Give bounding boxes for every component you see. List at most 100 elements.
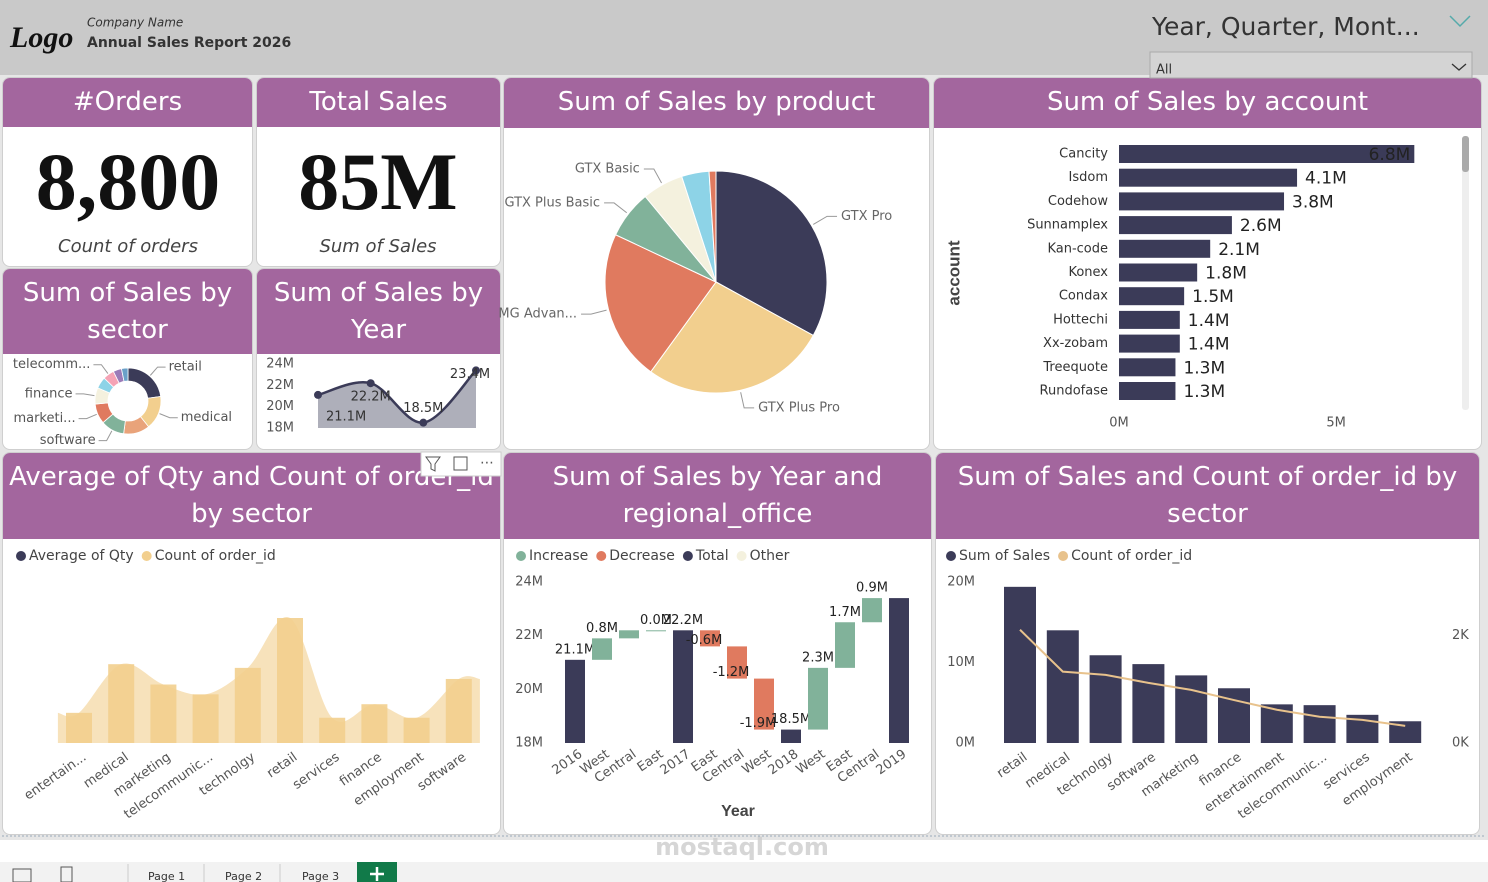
y-tick-label: 22M (266, 378, 294, 393)
bar (361, 704, 388, 743)
icon-bar (420, 451, 502, 477)
panel-title: Sum of Sales by sector (3, 269, 252, 354)
line (317, 369, 477, 424)
filter-icon[interactable] (425, 456, 441, 472)
panel: Average of Qty and Count of order_id by … (2, 452, 501, 835)
bar (1119, 263, 1198, 282)
x-tick-label: 0M (1109, 416, 1129, 431)
focus-icon[interactable] (453, 456, 468, 471)
legend-label: Sum of Sales (959, 548, 1050, 564)
data-label: 6.8M (1369, 145, 1411, 165)
panel: Sum of Sales by sector (2, 268, 253, 450)
data-label: 21.1M (326, 409, 366, 424)
bar (150, 684, 177, 743)
y-tick-label: 0M (956, 736, 976, 751)
bar (1119, 358, 1176, 377)
bar (727, 646, 747, 679)
bar (1089, 655, 1122, 743)
point (419, 418, 428, 427)
legend-swatch (736, 551, 747, 561)
desktop-icon[interactable] (12, 868, 32, 882)
bar (192, 694, 219, 743)
bar (1119, 239, 1211, 258)
y-tick-label: Codehow (1048, 194, 1108, 209)
mobile-icon[interactable] (60, 866, 73, 882)
more-icon[interactable]: ⋯ (480, 455, 494, 471)
panel: Sum of Sales by account (933, 77, 1482, 450)
legend-swatch (516, 551, 526, 561)
slicer-value: All (1156, 63, 1172, 78)
data-label: -1.9M (740, 716, 777, 731)
panel-title: Sum of Sales by account (934, 78, 1481, 128)
bar (619, 630, 639, 639)
data-label: 2.1M (1218, 240, 1260, 260)
slicer-dropdown[interactable] (1149, 51, 1473, 79)
tab-bar (0, 862, 1488, 882)
data-label: -0.6M (686, 633, 723, 648)
card-label: Sum of Sales (319, 236, 436, 257)
bar (889, 598, 909, 743)
panel-title: Average of Qty and Count of order_id by … (3, 453, 500, 539)
bar (1004, 586, 1036, 743)
donut-slice (127, 367, 162, 399)
legend-label: Average of Qty (29, 548, 134, 564)
bar (234, 667, 261, 743)
company-name: Company Name (87, 16, 183, 30)
panel-title: Sum of Sales by product (504, 78, 929, 128)
bar (835, 622, 855, 668)
point (472, 366, 480, 375)
y-tick-label: 20M (266, 399, 294, 414)
slice-label: telecomm... (13, 357, 91, 372)
slice-label: medical (181, 410, 232, 425)
y-tick-label: Xx-zobam (1043, 336, 1108, 351)
scrollbar[interactable] (1462, 136, 1469, 410)
report-title: Annual Sales Report 2026 (87, 35, 291, 51)
pie-slice (708, 170, 717, 283)
logo: Logo (9, 21, 73, 54)
y-tick-label: 22M (515, 628, 543, 643)
y-tick-label: Rundofase (1040, 384, 1108, 399)
leader-line (93, 364, 109, 374)
legend-label: Total (695, 548, 729, 564)
line (1019, 629, 1406, 727)
leader-line (98, 430, 113, 442)
legend-label: Other (750, 548, 790, 564)
bar (1119, 334, 1180, 353)
x-tick-label: West (794, 747, 829, 778)
slice-label: software (40, 433, 96, 448)
slicer-title: Year, Quarter, Mont... (1151, 12, 1420, 41)
card-value: 8,800 (36, 136, 221, 227)
leader-line (159, 413, 178, 419)
canvas-bottom (0, 840, 1488, 862)
bar (862, 598, 882, 623)
y-tick-label: Konex (1068, 265, 1108, 280)
page-tab[interactable]: Page 1 (148, 870, 185, 882)
x-tick-label: 5M (1326, 416, 1346, 431)
slicer-chevron[interactable] (1449, 15, 1471, 28)
y2-tick-label: 2K (1452, 628, 1469, 643)
dropdown-chevron[interactable] (1451, 63, 1467, 71)
page-tab[interactable]: Page 3 (302, 870, 339, 882)
data-label: 22.2M (663, 613, 703, 628)
y-tick-label: Sunnamplex (1027, 218, 1108, 233)
bar (1119, 216, 1232, 235)
card-value: 85M (298, 136, 457, 227)
bar (319, 717, 346, 743)
donut-slice (120, 367, 129, 382)
bar (1119, 287, 1185, 306)
slice-label: MG Advan... (498, 307, 577, 322)
data-label: 2.6M (1240, 216, 1282, 236)
panel-title: Sum of Sales by Year (257, 269, 500, 354)
slice-label: marketi... (13, 411, 75, 426)
bar (1119, 145, 1415, 163)
leader-line (643, 168, 662, 184)
legend-swatch (946, 551, 956, 561)
legend-swatch (16, 551, 26, 561)
leader-line (75, 393, 95, 397)
bar (646, 630, 666, 632)
scrollbar-thumb[interactable] (1462, 136, 1469, 172)
legend-label: Count of order_id (155, 548, 276, 564)
y-tick-label: Condax (1059, 289, 1108, 304)
page-tab[interactable]: Page 2 (225, 870, 262, 882)
